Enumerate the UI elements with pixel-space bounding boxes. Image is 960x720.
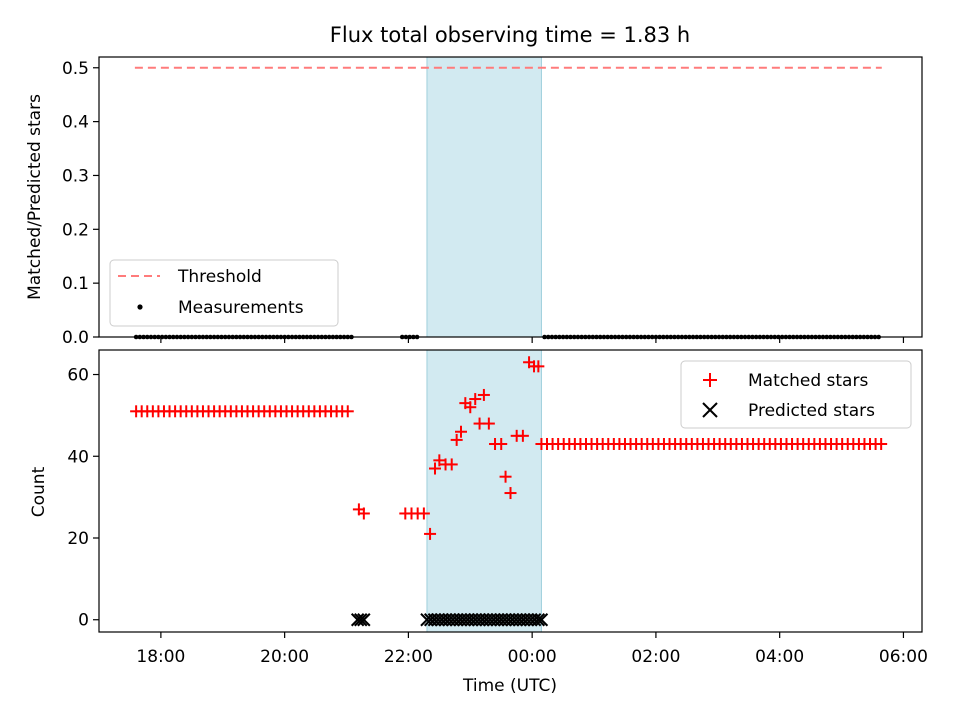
bottom-x-tick-label: 18:00	[136, 647, 185, 667]
matched-star-point	[482, 417, 495, 430]
predicted-star-point	[354, 613, 368, 627]
matched-stars-points	[130, 356, 888, 540]
matched-star-point	[477, 388, 490, 401]
top-y-tick-label: 0.2	[62, 220, 89, 240]
predicted-star-stroke-b	[354, 613, 368, 627]
x-axis-label: Time (UTC)	[462, 676, 557, 696]
top-y-tick-label: 0.0	[62, 328, 89, 348]
matched-star-point	[875, 438, 888, 450]
legend-matched-label: Matched stars	[748, 371, 868, 391]
matched-star-point	[357, 507, 370, 520]
bottom-x-tick-label: 00:00	[508, 647, 557, 667]
predicted-star-point	[534, 613, 549, 627]
predicted-star-point	[531, 613, 546, 627]
predicted-star-stroke-b	[350, 613, 365, 627]
bottom-panel: 0 20 40 60 18:00 20:00 22:00 00:00 02:00 04:00 06…	[29, 349, 928, 696]
matched-star-point	[341, 405, 354, 418]
bottom-x-tick-label: 20:00	[260, 647, 309, 667]
bottom-legend: Matched stars Predicted stars	[680, 360, 912, 429]
matched-star-point	[495, 438, 508, 450]
top-y-ticks: 0.0 0.1 0.2 0.3 0.4 0.5	[62, 59, 99, 348]
matched-star-point	[450, 433, 463, 446]
legend-measurements-label: Measurements	[178, 298, 304, 318]
legend-threshold-label: Threshold	[177, 267, 262, 287]
bottom-y-ticks: 0 20 40 60	[67, 366, 99, 631]
predicted-star-stroke-b	[534, 613, 549, 627]
bottom-x-ticks: 18:00 20:00 22:00 00:00 02:00 04:00 06:00	[136, 632, 928, 667]
top-y-tick-label: 0.3	[62, 166, 89, 186]
matched-star-point	[499, 470, 512, 483]
top-y-tick-label: 0.1	[62, 274, 89, 294]
bottom-y-axis-label: Count	[29, 466, 49, 517]
legend-matched-swatch	[703, 373, 717, 387]
matched-star-point	[504, 487, 517, 500]
legend-predicted-label: Predicted stars	[748, 401, 875, 421]
legend-measurements-swatch	[137, 304, 143, 310]
matched-star-point	[417, 507, 430, 520]
top-legend: Threshold Measurements	[109, 259, 339, 327]
bottom-x-tick-label: 04:00	[755, 647, 804, 667]
predicted-star-stroke-b	[357, 613, 371, 627]
matched-star-point	[454, 425, 467, 438]
bottom-x-tick-label: 06:00	[879, 647, 928, 667]
predicted-stars-points	[350, 613, 549, 627]
matched-star-point	[464, 401, 477, 414]
matched-star-point	[424, 527, 437, 540]
top-y-tick-label: 0.4	[62, 113, 89, 133]
matched-star-point	[429, 462, 442, 475]
matched-star-point	[532, 360, 545, 373]
bottom-axes-frame	[98, 349, 923, 633]
legend-predicted-swatch	[702, 402, 718, 418]
top-highlight-span	[426, 56, 542, 338]
matched-star-point	[516, 429, 529, 442]
bottom-y-tick-label: 60	[67, 366, 89, 386]
chart-title: Flux total observing time = 1.83 h	[330, 23, 690, 47]
top-y-tick-label: 0.5	[62, 59, 89, 79]
top-panel: 0.0 0.1 0.2 0.3 0.4 0.5 Matched/Predicted sta…	[25, 56, 923, 348]
matched-star-point	[469, 393, 482, 406]
bottom-x-tick-label: 02:00	[631, 647, 680, 667]
bottom-y-tick-label: 40	[67, 447, 89, 467]
top-axes-frame	[98, 56, 923, 338]
predicted-star-stroke-b	[531, 613, 546, 627]
bottom-y-tick-label: 0	[78, 611, 89, 631]
matched-star-point	[433, 454, 446, 467]
bottom-x-tick-label: 22:00	[384, 647, 433, 667]
top-y-axis-label: Matched/Predicted stars	[25, 94, 45, 300]
matched-star-point	[445, 458, 458, 471]
predicted-star-point	[357, 613, 371, 627]
predicted-star-point	[350, 613, 365, 627]
bottom-y-tick-label: 20	[67, 529, 89, 549]
